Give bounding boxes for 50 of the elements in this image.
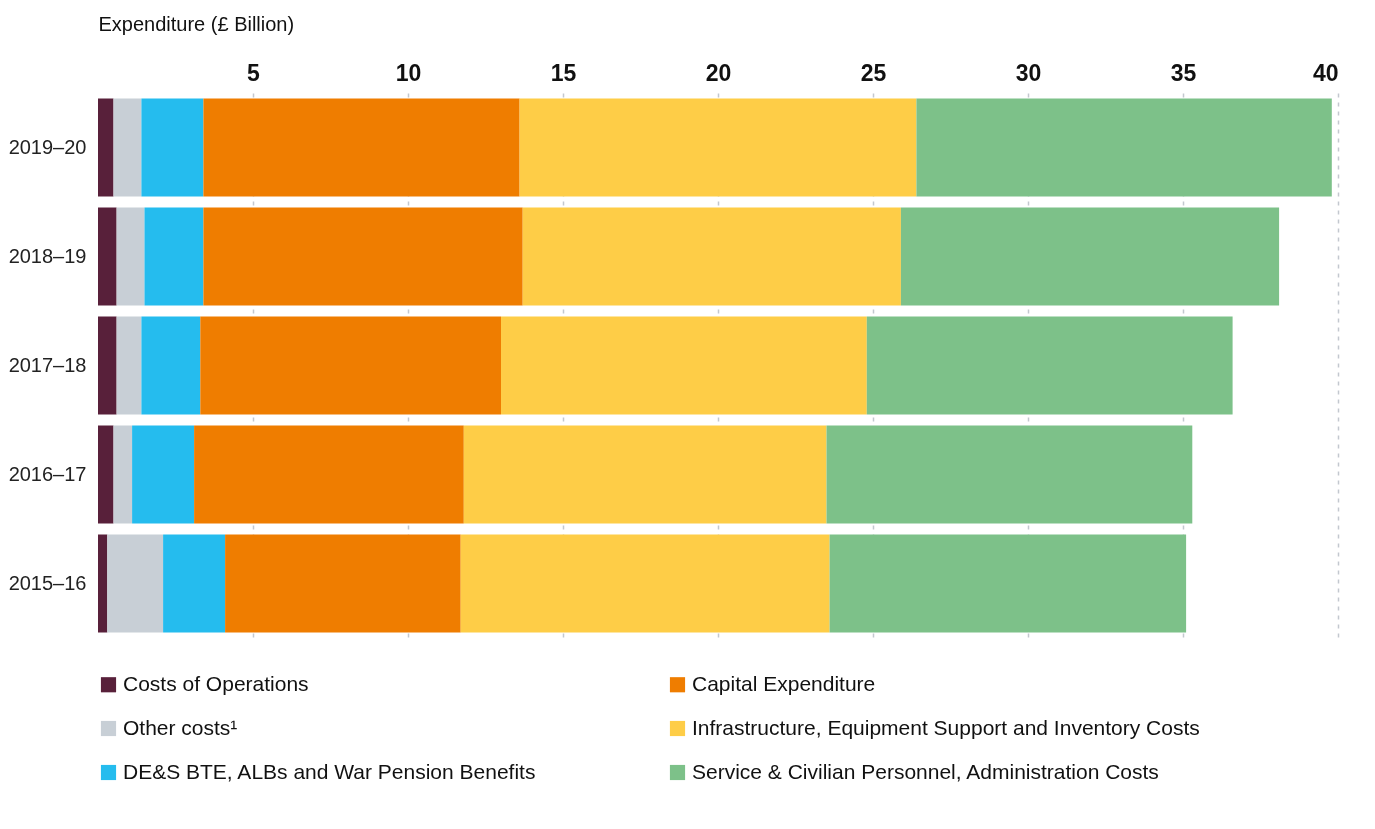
- bar: [141, 316, 201, 415]
- y-tick-label: 2018–19: [8, 244, 87, 267]
- x-axis-title: Expenditure (£ Billion): [98, 12, 295, 35]
- bar: [501, 316, 867, 415]
- x-tick-label: 5: [247, 59, 261, 86]
- x-tick-label: 20: [705, 59, 732, 86]
- bar: [225, 534, 461, 633]
- x-tick-label: 25: [860, 59, 887, 86]
- bar: [200, 316, 501, 415]
- bar: [116, 316, 142, 415]
- legend-label: Other costs¹: [123, 715, 238, 739]
- legend-label: Service & Civilian Personnel, Administration Costs: [692, 759, 1159, 783]
- bar: [132, 425, 195, 524]
- x-tick-label: 30: [1015, 59, 1042, 86]
- bar: [141, 98, 204, 197]
- bar: [98, 425, 114, 524]
- bar: [107, 534, 164, 633]
- bar: [900, 207, 1280, 306]
- bar: [116, 207, 145, 306]
- bar: [203, 98, 520, 197]
- legend-label: DE&S BTE, ALBs and War Pension Benefits: [123, 759, 536, 783]
- legend-label: Infrastructure, Equipment Support and Inventory Costs: [692, 715, 1200, 739]
- bar: [460, 534, 830, 633]
- legend-label: Costs of Operations: [123, 671, 309, 695]
- y-tick-label: 2017–18: [8, 353, 87, 376]
- x-tick-label: 15: [550, 59, 577, 86]
- bar: [144, 207, 204, 306]
- bar: [113, 98, 142, 197]
- bar: [866, 316, 1233, 415]
- bar: [463, 425, 827, 524]
- bar: [98, 98, 114, 197]
- bar: [826, 425, 1193, 524]
- bar: [163, 534, 226, 633]
- bar: [98, 316, 117, 415]
- x-tick-label: 10: [395, 59, 422, 86]
- y-tick-label: 2015–16: [8, 571, 87, 594]
- bar: [829, 534, 1187, 633]
- bar: [519, 98, 917, 197]
- bar: [203, 207, 523, 306]
- x-tick-label: 35: [1170, 59, 1197, 86]
- legend-label: Capital Expenditure: [692, 671, 876, 695]
- bar: [916, 98, 1332, 197]
- y-tick-label: 2019–20: [8, 135, 87, 158]
- x-tick-label: 40: [1312, 59, 1339, 86]
- bar: [522, 207, 901, 306]
- bar: [113, 425, 133, 524]
- bar: [98, 534, 108, 633]
- bar: [194, 425, 464, 524]
- bar: [98, 207, 117, 306]
- y-tick-label: 2016–17: [8, 462, 87, 485]
